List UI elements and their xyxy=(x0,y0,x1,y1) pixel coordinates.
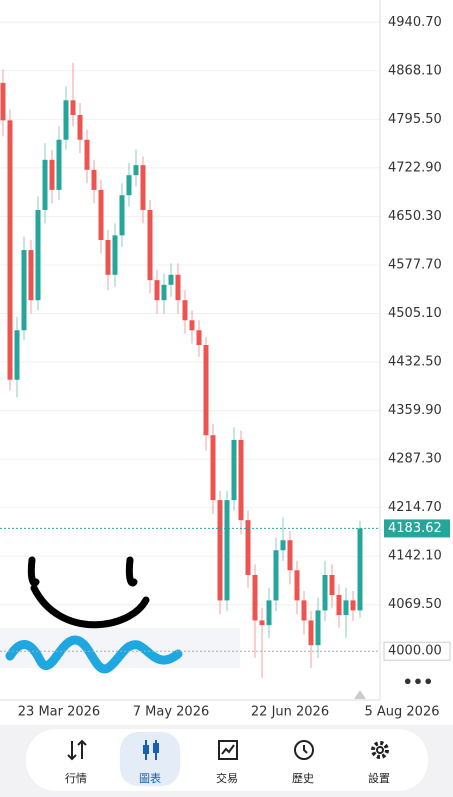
tab-icon xyxy=(218,740,238,760)
tab[interactable]: 圖表 xyxy=(120,732,180,786)
candle-body xyxy=(126,175,132,196)
candle-body xyxy=(343,600,349,616)
tab-label: 交易 xyxy=(216,772,238,785)
y-tick-label: 4069.50 xyxy=(388,597,442,612)
tab-icon xyxy=(67,739,87,761)
candle-body xyxy=(154,280,160,301)
candle-body xyxy=(63,100,69,140)
candle-body xyxy=(217,500,223,601)
candle-body xyxy=(294,570,300,601)
candle-body xyxy=(49,159,55,190)
chart: ••• 4940.70 4868.10 4795.50 4722.90 4650.30 4… xyxy=(0,0,451,720)
candle-body xyxy=(119,195,125,236)
y-tick-label: 4142.10 xyxy=(388,549,442,564)
x-tick-label: 5 Aug 2026 xyxy=(364,705,439,720)
candle-body xyxy=(105,240,111,275)
candle-body xyxy=(357,528,363,611)
tab[interactable]: 交易 xyxy=(197,732,257,786)
drawing-squiggle xyxy=(5,635,183,674)
y-tick-label: 4795.50 xyxy=(388,112,442,127)
menu-dots[interactable]: ••• xyxy=(403,673,434,692)
drawing-smile xyxy=(30,584,150,629)
candle-body xyxy=(14,330,20,380)
candle-body xyxy=(238,439,244,521)
drawing-eyes xyxy=(27,556,138,587)
candle-body xyxy=(259,620,265,626)
tab-label: 歷史 xyxy=(292,772,314,785)
y-tick-label: 4432.50 xyxy=(388,355,442,370)
candle-body xyxy=(7,120,13,380)
scroll-marker[interactable] xyxy=(354,690,366,699)
x-tick-label: 23 Mar 2026 xyxy=(18,705,100,720)
candle-body xyxy=(84,139,90,170)
candle-body xyxy=(210,435,216,501)
last-price-box xyxy=(384,519,450,538)
candle-body xyxy=(322,574,328,611)
tab[interactable]: 歷史 xyxy=(273,732,333,786)
candle-body xyxy=(77,114,83,140)
candle-body xyxy=(315,610,321,646)
candle-body xyxy=(273,550,279,601)
candle-body xyxy=(133,165,139,176)
y-tick-label: 4359.90 xyxy=(388,403,442,418)
candle-body xyxy=(280,540,286,551)
y-tick-label: 4650.30 xyxy=(388,209,442,224)
candle-body xyxy=(203,344,209,436)
candle-body xyxy=(98,189,104,241)
tab-label: 行情 xyxy=(65,772,87,785)
tab-icon xyxy=(294,740,314,760)
last-price-label: 4183.62 xyxy=(388,521,442,536)
y-tick-label: 4505.10 xyxy=(388,306,442,321)
y-tick-label: 4868.10 xyxy=(388,63,442,78)
candle-body xyxy=(140,165,146,210)
candle-body xyxy=(70,100,76,115)
candle-body xyxy=(308,620,314,646)
candle-body xyxy=(252,574,258,621)
tab[interactable]: 設置 xyxy=(349,732,409,786)
y-tick-label: 4287.30 xyxy=(388,452,442,467)
candle-body xyxy=(112,235,118,275)
y-tick-label: 4722.90 xyxy=(388,160,442,175)
candle-body xyxy=(42,159,48,210)
candle-body xyxy=(301,600,307,621)
candle-body xyxy=(336,595,342,616)
y-tick-label: 4214.70 xyxy=(388,500,442,515)
candle-body xyxy=(28,250,34,301)
tab-label: 設置 xyxy=(368,772,390,785)
candle-body xyxy=(182,300,188,321)
candle-body xyxy=(175,274,181,301)
ref-label-box xyxy=(383,641,451,661)
candle-body xyxy=(350,600,356,611)
candle-body xyxy=(0,82,6,121)
candle-body xyxy=(224,500,230,601)
candle-body xyxy=(231,439,237,501)
candle-body xyxy=(266,600,272,626)
tab-icon xyxy=(143,740,159,760)
candle-body xyxy=(35,209,41,301)
x-tick-label: 22 Jun 2026 xyxy=(251,705,329,720)
candle-body xyxy=(245,520,251,575)
candle-body xyxy=(329,574,335,596)
candle-body xyxy=(91,169,97,190)
candle-body xyxy=(21,250,27,331)
tab[interactable]: 行情 xyxy=(46,732,106,786)
tab-label: 圖表 xyxy=(139,772,161,785)
candle-body xyxy=(287,540,293,571)
candle-body xyxy=(147,209,153,281)
y-tick-label: 4940.70 xyxy=(388,15,442,30)
candle-body xyxy=(168,274,174,285)
tab-icon xyxy=(371,741,389,759)
candle-body xyxy=(189,320,195,331)
candle-body xyxy=(161,284,167,301)
ref-price-label: 4000.00 xyxy=(388,644,442,659)
candle-body xyxy=(196,330,202,345)
y-tick-label: 4577.70 xyxy=(388,257,442,272)
x-tick-label: 7 May 2026 xyxy=(133,705,210,720)
candle-body xyxy=(56,139,62,190)
